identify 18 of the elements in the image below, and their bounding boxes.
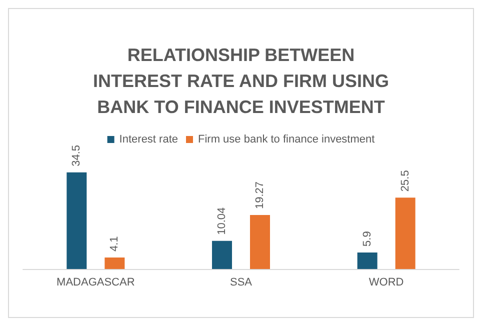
- bar: [357, 252, 378, 269]
- x-tick-label: WORD: [368, 276, 404, 288]
- legend-label: Interest rate: [119, 134, 178, 146]
- data-label: 4.1: [108, 236, 121, 252]
- data-label: 25.5: [399, 170, 412, 192]
- x-tick-label: MADAGASCAR: [56, 276, 135, 288]
- bar: [212, 240, 232, 269]
- chart-title: RELATIONSHIP BETWEEN INTEREST RATE AND FIRM USING BANK TO FINANCE INVESTMENT: [93, 45, 389, 117]
- data-label: 19.27: [254, 182, 266, 210]
- bar: [250, 215, 270, 269]
- bar: [66, 172, 87, 269]
- data-label: 34.5: [70, 144, 83, 166]
- bar: [395, 198, 416, 269]
- x-tick-label: SSA: [230, 276, 253, 288]
- data-label: 5.9: [361, 231, 374, 246]
- bar: [104, 258, 125, 269]
- data-label: 10.04: [216, 207, 228, 235]
- legend-label: Firm use bank to finance investment: [198, 134, 375, 146]
